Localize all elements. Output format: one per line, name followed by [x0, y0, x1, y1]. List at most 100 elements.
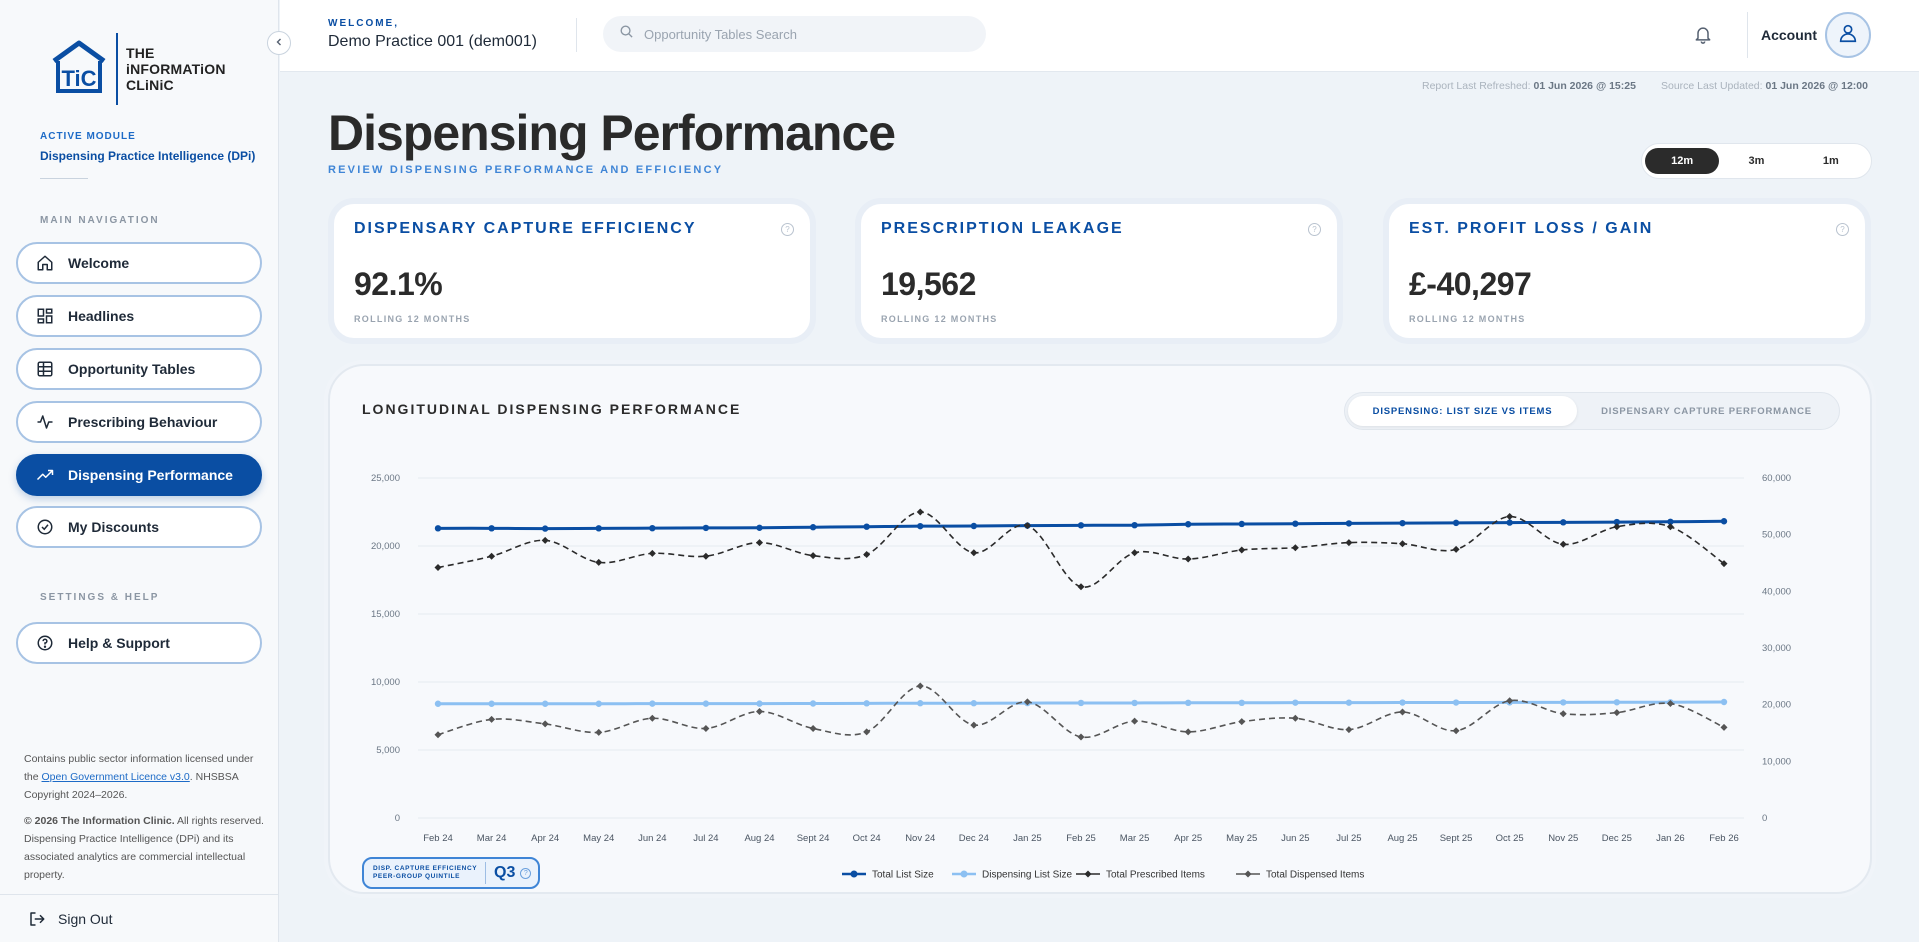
x-tick-label: Jun 24 — [638, 833, 667, 844]
series-point — [1559, 540, 1567, 548]
series-point — [1399, 519, 1406, 527]
tab-capture-performance[interactable]: DISPENSARY CAPTURE PERFORMANCE — [1601, 405, 1812, 417]
help-icon[interactable]: ? — [1308, 223, 1321, 236]
series-point — [1613, 699, 1621, 706]
x-tick-label: Nov 24 — [905, 833, 935, 844]
nav-item-my-discounts[interactable]: My Discounts — [16, 506, 262, 548]
notifications-button[interactable] — [1693, 23, 1713, 50]
nav-item-label: Opportunity Tables — [68, 361, 196, 377]
series-point — [863, 551, 871, 558]
series-point — [1077, 733, 1085, 741]
help-icon[interactable]: ? — [520, 867, 532, 879]
series-point — [595, 525, 602, 532]
search-input[interactable] — [644, 26, 964, 42]
report-refreshed-value: 01 Jun 2026 @ 15:25 — [1533, 80, 1636, 92]
series-point — [1666, 523, 1674, 531]
series-point — [970, 549, 978, 557]
help-icon[interactable]: ? — [1836, 223, 1849, 236]
series-point — [1345, 726, 1353, 734]
practice-name: Demo Practice 001 (dem001) — [328, 33, 537, 50]
nav-item-label: My Discounts — [68, 519, 160, 535]
series-point — [916, 508, 924, 516]
period-option-12m[interactable]: 12m — [1645, 148, 1720, 174]
series-point — [488, 525, 495, 532]
sidebar: TiC THE iNFORMATiON CLiNiC ACTIVE MODULE… — [0, 0, 279, 942]
legend-label: Total Dispensed Items — [1266, 870, 1364, 881]
search-bar[interactable] — [603, 16, 986, 52]
copyright-notice: © 2026 The Information Clinic. All right… — [24, 812, 264, 884]
series-point — [756, 524, 763, 531]
series-point — [809, 524, 817, 531]
quintile-label-line-1: DISP. CAPTURE EFFICIENCY — [373, 865, 478, 872]
nav-item-headlines[interactable]: Headlines — [16, 295, 262, 337]
series-point — [1720, 560, 1728, 568]
series-point — [863, 523, 870, 530]
copyright-text: All rights reserved. Dispensing Practice… — [24, 815, 264, 881]
series-point — [1184, 521, 1192, 528]
kpi-value: 19,562 — [881, 266, 976, 302]
chevron-left-icon — [274, 34, 284, 52]
legend-label: Dispensing List Size — [982, 870, 1072, 881]
sign-out-button[interactable]: Sign Out — [0, 894, 279, 942]
series-point — [1559, 710, 1567, 718]
y-right-tick-label: 0 — [1762, 813, 1767, 824]
account-avatar-button[interactable] — [1825, 12, 1871, 58]
source-last-updated: Source Last Updated: 01 Jun 2026 @ 12:00 — [1661, 80, 1868, 92]
series-point — [1077, 699, 1085, 707]
divider — [40, 178, 88, 179]
series-point — [1131, 717, 1139, 725]
series-point — [916, 682, 924, 690]
x-tick-label: Oct 24 — [853, 833, 881, 844]
x-tick-label: May 24 — [583, 833, 614, 844]
series-point — [649, 700, 656, 707]
series-point — [1506, 513, 1514, 521]
nav-item-label: Prescribing Behaviour — [68, 414, 218, 430]
collapse-sidebar-button[interactable] — [267, 31, 291, 55]
series-point — [1131, 699, 1138, 707]
series-point — [970, 522, 978, 530]
nav-item-dispensing-performance[interactable]: Dispensing Performance — [16, 454, 262, 496]
svg-text:TiC: TiC — [61, 66, 96, 91]
tab-list-size-vs-items[interactable]: DISPENSING: LIST SIZE VS ITEMS — [1348, 396, 1578, 426]
home-icon — [35, 253, 55, 273]
nav-item-prescribing-behaviour[interactable]: Prescribing Behaviour — [16, 401, 262, 443]
y-right-tick-label: 20,000 — [1762, 700, 1791, 711]
peer-group-quintile-badge[interactable]: DISP. CAPTURE EFFICIENCY PEER-GROUP QUIN… — [362, 857, 540, 889]
x-tick-label: Mar 25 — [1120, 833, 1150, 844]
user-icon — [1837, 22, 1859, 49]
discount-icon — [35, 517, 55, 537]
series-point — [488, 715, 496, 723]
period-option-1m[interactable]: 1m — [1822, 155, 1839, 167]
kpi-subtitle: ROLLING 12 MONTHS — [1409, 314, 1526, 324]
kpi-title: PRESCRIPTION LEAKAGE — [881, 220, 1124, 237]
series-point — [1077, 583, 1085, 591]
series-point — [595, 700, 602, 707]
logo[interactable]: TiC THE iNFORMATiON CLiNiC — [50, 33, 226, 105]
series-point — [1184, 699, 1192, 707]
series-point — [1613, 523, 1621, 531]
nav-item-opportunity-tables[interactable]: Opportunity Tables — [16, 348, 262, 390]
period-option-3m[interactable]: 3m — [1748, 155, 1765, 167]
help-circle-icon — [35, 633, 55, 653]
licence-text: Contains public sector information licen… — [24, 753, 254, 783]
series-point — [1667, 518, 1674, 525]
y-left-tick-label: 0 — [395, 813, 400, 824]
page-title: Dispensing Performance — [328, 105, 896, 161]
series-point — [756, 700, 763, 707]
nav-item-welcome[interactable]: Welcome — [16, 242, 262, 284]
report-last-refreshed: Report Last Refreshed: 01 Jun 2026 @ 15:… — [1422, 80, 1636, 92]
series-point — [809, 700, 817, 707]
nav-item-help-support[interactable]: Help & Support — [16, 622, 262, 664]
x-tick-label: Apr 25 — [1174, 833, 1202, 844]
series-point — [1506, 697, 1514, 705]
x-tick-label: May 25 — [1226, 833, 1257, 844]
help-icon[interactable]: ? — [781, 223, 794, 236]
series-point — [541, 536, 549, 544]
source-updated-value: 01 Jun 2026 @ 12:00 — [1765, 80, 1868, 92]
dashboard-icon — [35, 306, 55, 326]
series-point — [648, 714, 656, 722]
account-label[interactable]: Account — [1761, 27, 1817, 43]
series-point — [1666, 700, 1674, 708]
licence-link[interactable]: Open Government Licence v3.0 — [41, 771, 190, 783]
logo-wordmark: THE iNFORMATiON CLiNiC — [126, 45, 226, 93]
